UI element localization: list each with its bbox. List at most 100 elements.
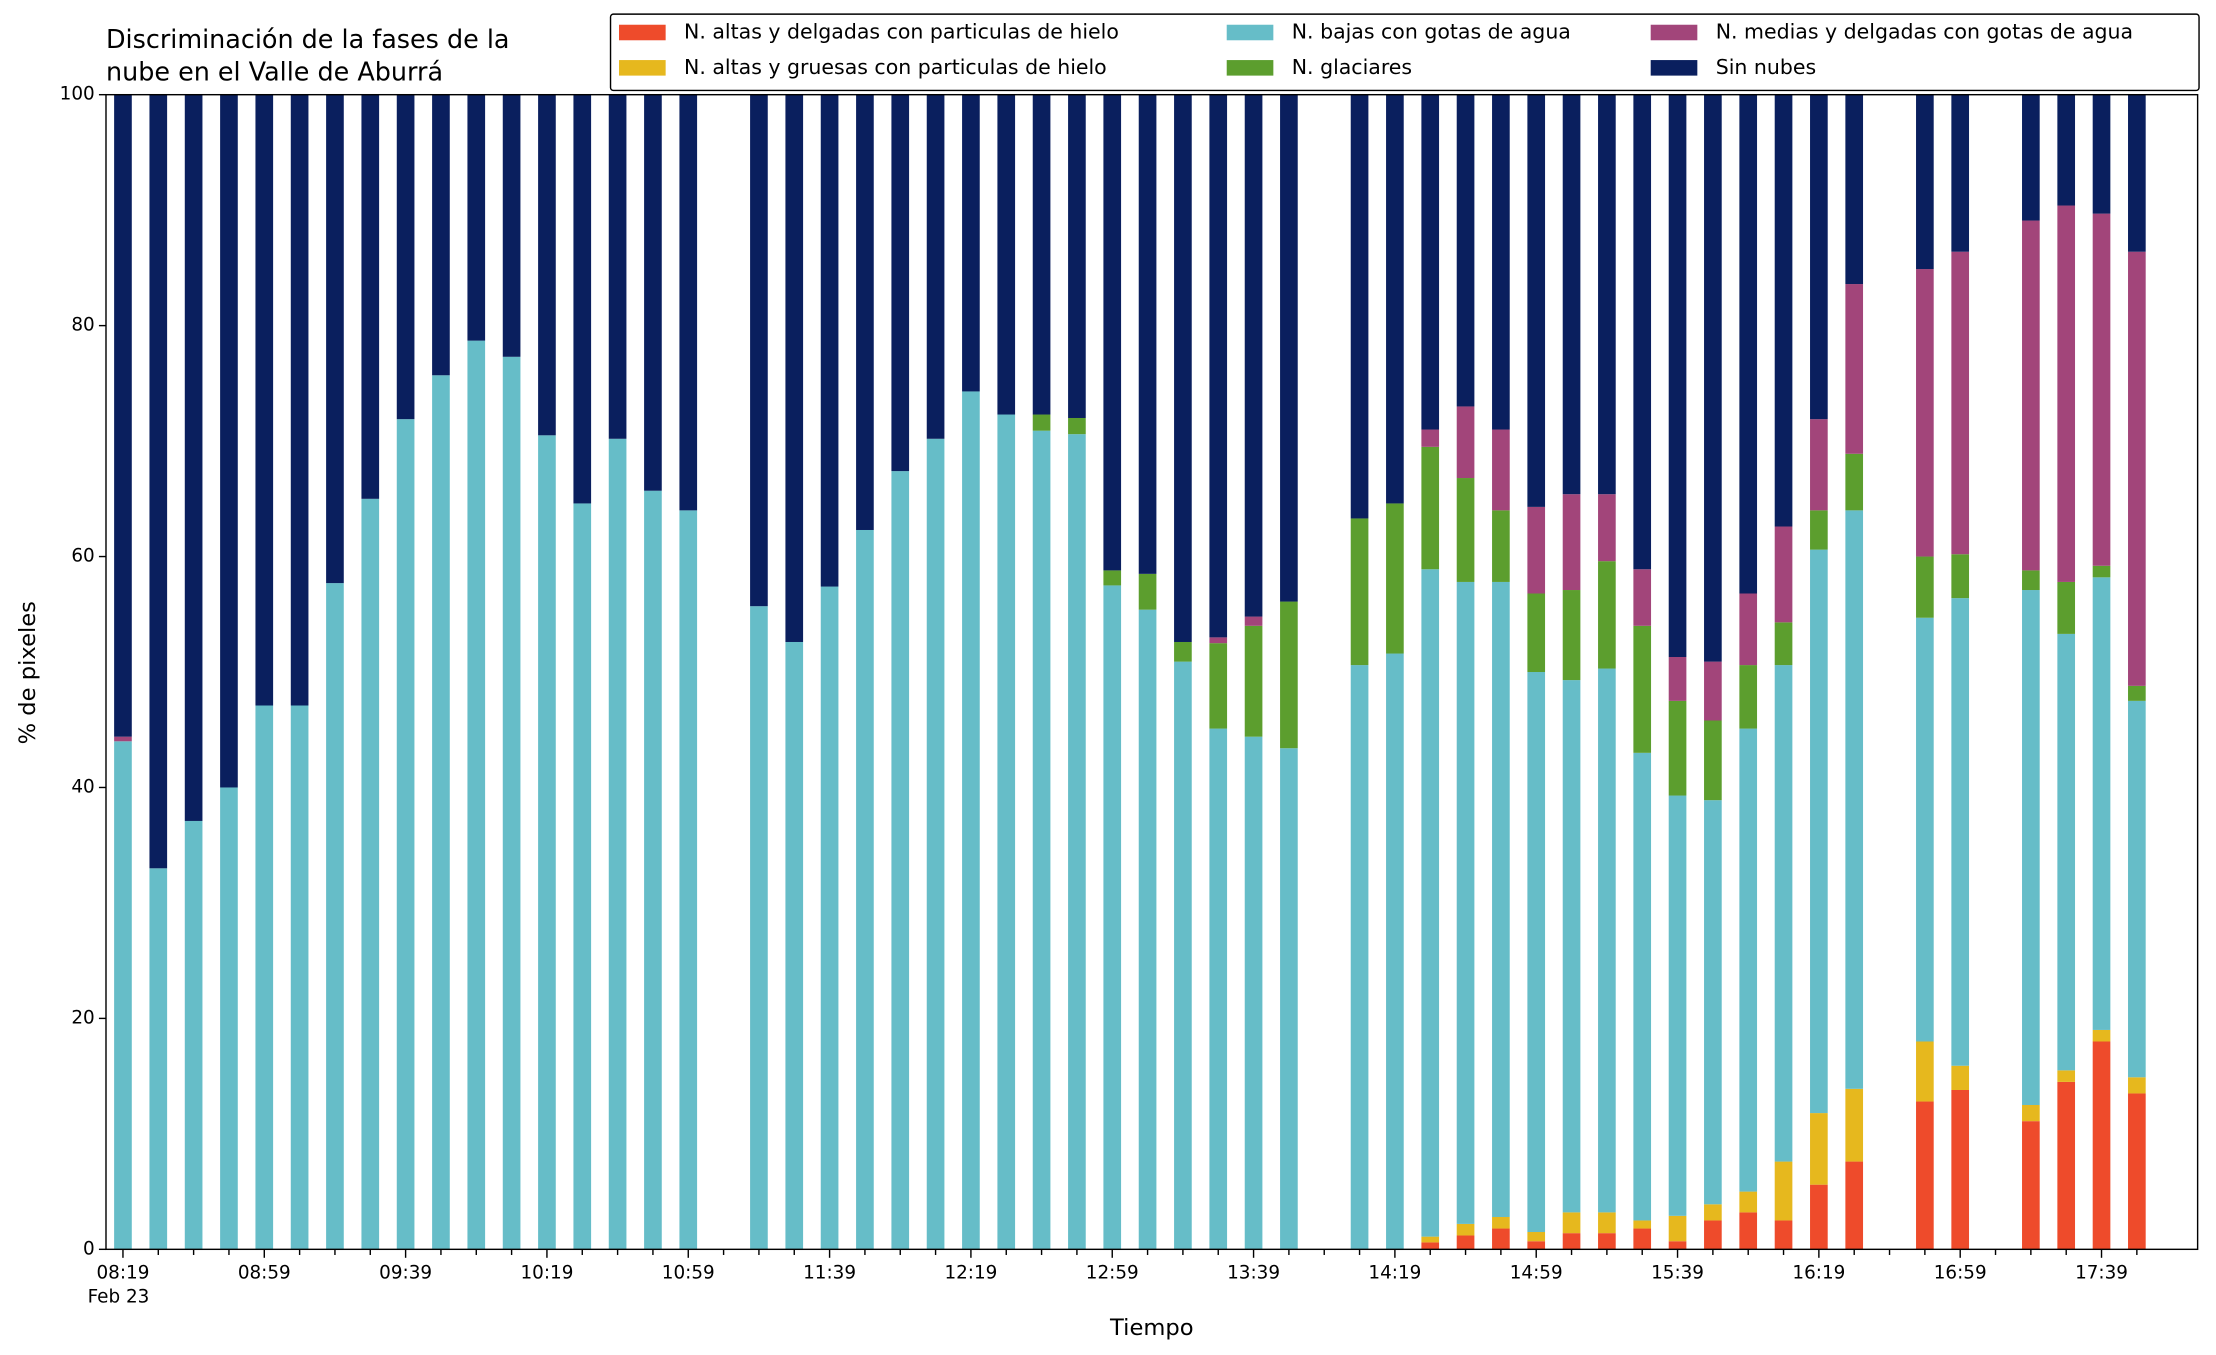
- bar-segment: [1598, 1212, 1616, 1234]
- y-tick-label: 80: [71, 315, 94, 336]
- bar-segment: [1774, 665, 1793, 1162]
- bar-segment: [432, 94, 450, 376]
- bar-segment: [1562, 94, 1581, 495]
- bar-segment: [1244, 625, 1263, 737]
- x-tick-label: 11:39: [803, 1262, 856, 1283]
- bar-segment: [1845, 94, 1864, 285]
- bar-segment: [1739, 593, 1758, 666]
- y-tick-label: 100: [60, 84, 95, 105]
- x-tick-label: 14:59: [1510, 1262, 1563, 1283]
- chart-title: nube en el Valle de Aburrá: [106, 56, 443, 86]
- bar-segment: [1456, 581, 1475, 1224]
- bar-segment: [2022, 220, 2040, 571]
- bar-segment: [1668, 795, 1687, 1216]
- bar-segment: [1350, 518, 1369, 666]
- bar-segment: [1386, 653, 1404, 1250]
- bar-segment: [997, 94, 1016, 415]
- bar-segment: [1244, 736, 1263, 1250]
- bar-segment: [114, 94, 132, 737]
- bar-segment: [2128, 1093, 2146, 1250]
- bar-segment: [926, 438, 945, 1250]
- bar-segment: [1280, 601, 1298, 749]
- bar-segment: [1562, 1212, 1581, 1234]
- bar-segment: [1456, 478, 1475, 582]
- bar-segment: [1704, 720, 1722, 801]
- bar-segment: [1774, 1161, 1793, 1221]
- bar-segment: [2057, 581, 2076, 634]
- bar-segment: [2057, 1070, 2076, 1082]
- bar-segment: [326, 583, 344, 1250]
- bar-segment: [1492, 94, 1510, 430]
- bar-segment: [2057, 94, 2076, 206]
- x-tick-label: 09:39: [379, 1262, 432, 1283]
- bar-segment: [1774, 526, 1793, 623]
- legend-label: N. glaciares: [1292, 55, 1412, 79]
- bar-segment: [1492, 1216, 1510, 1229]
- bar-segment: [1951, 554, 1970, 599]
- bar-segment: [114, 736, 132, 742]
- bar-segment: [785, 94, 804, 642]
- bar-segment: [184, 94, 203, 821]
- bar-segment: [891, 94, 910, 472]
- y-tick-label: 0: [83, 1238, 95, 1259]
- bar-segment: [1668, 1241, 1687, 1250]
- bar-segment: [820, 586, 839, 1250]
- y-tick-label: 20: [71, 1007, 94, 1028]
- bar-segment: [679, 94, 698, 511]
- bar-segment: [608, 94, 627, 439]
- bar-segment: [1350, 94, 1369, 519]
- bar-segment: [1916, 1041, 1934, 1102]
- bar-segment: [432, 375, 450, 1250]
- bar-segment: [255, 94, 274, 706]
- bar-segment: [2128, 1077, 2146, 1094]
- legend-label: N. altas y gruesas con particulas de hie…: [684, 55, 1107, 79]
- bar-segment: [573, 94, 592, 504]
- bar-segment: [2092, 213, 2111, 566]
- bar-segment: [1350, 665, 1369, 1250]
- bar-segment: [1916, 1101, 1934, 1250]
- bar-segment: [467, 94, 486, 341]
- bar-segment: [1068, 417, 1086, 435]
- bar-segment: [502, 94, 521, 357]
- bar-segment: [1032, 94, 1051, 415]
- bar-segment: [2022, 570, 2040, 591]
- bar-segment: [1421, 94, 1440, 430]
- bar-segment: [644, 490, 662, 1250]
- bar-segment: [2022, 1121, 2040, 1250]
- bar-segment: [149, 94, 168, 869]
- legend-swatch: [1650, 24, 1698, 41]
- x-tick-label: 17:39: [2075, 1262, 2128, 1283]
- bar-segment: [1739, 665, 1758, 729]
- bar-segment: [1845, 1161, 1864, 1250]
- bar-segment: [1032, 414, 1051, 431]
- bar-segment: [290, 705, 309, 1250]
- bar-segment: [1810, 1113, 1828, 1185]
- bar-segment: [396, 419, 415, 1250]
- bar-segment: [255, 705, 274, 1250]
- bar-segment: [1421, 1242, 1440, 1250]
- bar-segment: [1456, 406, 1475, 479]
- bar-segment: [1244, 94, 1263, 617]
- bar-segment: [1138, 573, 1157, 610]
- bar-segment: [1386, 503, 1404, 654]
- bar-segment: [1774, 622, 1793, 666]
- x-tick-label: 16:19: [1792, 1262, 1845, 1283]
- y-tick-label: 40: [71, 776, 94, 797]
- bar-segment: [1774, 1220, 1793, 1250]
- bar-segment: [2092, 565, 2111, 578]
- bar-segment: [396, 94, 415, 420]
- bar-segment: [1456, 1235, 1475, 1250]
- bar-segment: [1562, 590, 1581, 681]
- bar-segment: [1598, 494, 1616, 562]
- x-axis-label: Tiempo: [1109, 1315, 1194, 1341]
- bar-segment: [1845, 1088, 1864, 1162]
- bar-segment: [1668, 1215, 1687, 1242]
- bar-segment: [1951, 1065, 1970, 1090]
- legend-swatch: [1226, 24, 1274, 41]
- bar-segment: [1739, 728, 1758, 1192]
- bar-segment: [2092, 577, 2111, 1030]
- x-tick-label: 10:59: [662, 1262, 715, 1283]
- bar-segment: [1774, 94, 1793, 527]
- bar-segment: [1456, 1223, 1475, 1236]
- bar-segment: [1810, 510, 1828, 550]
